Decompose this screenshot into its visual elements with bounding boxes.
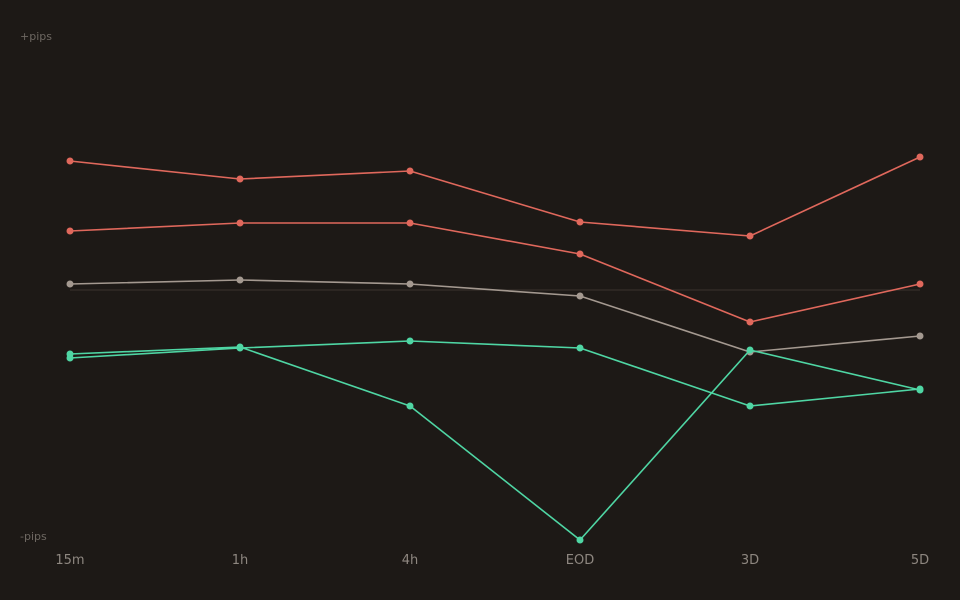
- series-line: [69, 346, 921, 541]
- data-point[interactable]: [916, 153, 924, 161]
- data-point[interactable]: [66, 280, 74, 288]
- y-axis-bottom-label: -pips: [20, 530, 47, 543]
- series-line: [69, 156, 921, 237]
- x-axis-tick-labels: 15m 1h 4h EOD 3D 5D: [55, 553, 929, 568]
- data-point[interactable]: [236, 219, 244, 227]
- x-tick-label: 3D: [741, 553, 759, 568]
- series-layer: [66, 153, 924, 544]
- data-point[interactable]: [746, 318, 754, 326]
- data-point[interactable]: [236, 276, 244, 284]
- y-axis-top-label: +pips: [20, 30, 52, 43]
- x-tick-label: 15m: [55, 553, 84, 568]
- x-tick-label: 5D: [911, 553, 929, 568]
- series-line: [69, 222, 921, 323]
- data-point[interactable]: [576, 536, 584, 544]
- data-point[interactable]: [746, 402, 754, 410]
- data-point[interactable]: [406, 280, 414, 288]
- data-point[interactable]: [406, 337, 414, 345]
- data-point[interactable]: [916, 280, 924, 288]
- data-point[interactable]: [406, 167, 414, 175]
- data-point[interactable]: [576, 218, 584, 226]
- x-tick-label: EOD: [566, 553, 594, 568]
- data-point[interactable]: [746, 232, 754, 240]
- series-2: [66, 219, 924, 326]
- series-1: [66, 153, 924, 240]
- data-point[interactable]: [746, 346, 754, 354]
- data-point[interactable]: [236, 343, 244, 351]
- series-line: [69, 340, 921, 407]
- data-point[interactable]: [66, 350, 74, 358]
- data-point[interactable]: [236, 175, 244, 183]
- data-point[interactable]: [66, 157, 74, 165]
- x-tick-label: 1h: [232, 553, 249, 568]
- series-5: [66, 343, 924, 544]
- x-tick-label: 4h: [402, 553, 419, 568]
- series-line: [69, 279, 921, 353]
- data-point[interactable]: [916, 332, 924, 340]
- data-point[interactable]: [66, 227, 74, 235]
- data-point[interactable]: [406, 219, 414, 227]
- data-point[interactable]: [576, 292, 584, 300]
- data-point[interactable]: [406, 402, 414, 410]
- data-point[interactable]: [576, 344, 584, 352]
- data-point[interactable]: [576, 250, 584, 258]
- data-point[interactable]: [916, 386, 924, 394]
